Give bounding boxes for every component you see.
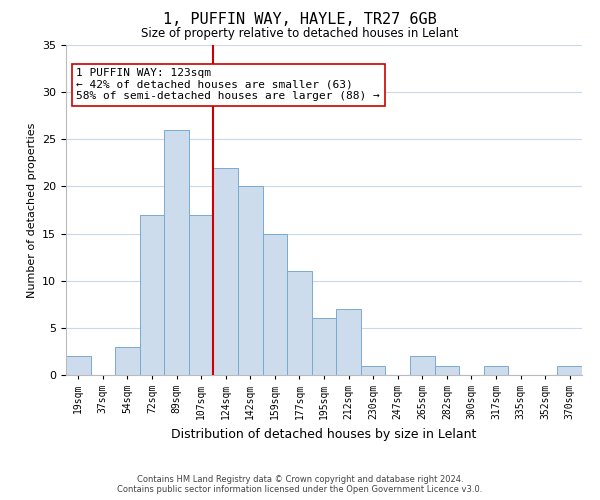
- Text: 1 PUFFIN WAY: 123sqm
← 42% of detached houses are smaller (63)
58% of semi-detac: 1 PUFFIN WAY: 123sqm ← 42% of detached h…: [76, 68, 380, 102]
- Bar: [287, 272, 312, 375]
- Bar: [434, 366, 459, 375]
- Y-axis label: Number of detached properties: Number of detached properties: [26, 122, 37, 298]
- Bar: [115, 346, 140, 375]
- X-axis label: Distribution of detached houses by size in Lelant: Distribution of detached houses by size …: [172, 428, 476, 440]
- Bar: [140, 214, 164, 375]
- Bar: [312, 318, 336, 375]
- Bar: [214, 168, 238, 375]
- Bar: [410, 356, 434, 375]
- Bar: [336, 309, 361, 375]
- Bar: [189, 214, 214, 375]
- Text: Size of property relative to detached houses in Lelant: Size of property relative to detached ho…: [141, 28, 459, 40]
- Bar: [484, 366, 508, 375]
- Bar: [557, 366, 582, 375]
- Bar: [263, 234, 287, 375]
- Bar: [164, 130, 189, 375]
- Bar: [361, 366, 385, 375]
- Text: Contains HM Land Registry data © Crown copyright and database right 2024.
Contai: Contains HM Land Registry data © Crown c…: [118, 474, 482, 494]
- Bar: [66, 356, 91, 375]
- Bar: [238, 186, 263, 375]
- Text: 1, PUFFIN WAY, HAYLE, TR27 6GB: 1, PUFFIN WAY, HAYLE, TR27 6GB: [163, 12, 437, 28]
